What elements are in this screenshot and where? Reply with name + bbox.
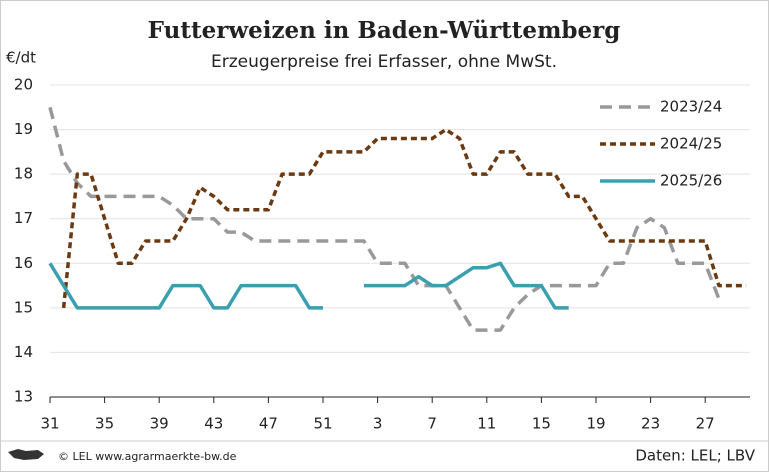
y-tick-label: 13 xyxy=(14,388,33,406)
x-tick-label: 35 xyxy=(95,415,114,433)
x-tick-label: 11 xyxy=(477,415,496,433)
x-tick-label: 19 xyxy=(586,415,605,433)
x-tick-label: 7 xyxy=(427,415,437,433)
legend-label: 2025/26 xyxy=(660,172,722,190)
x-tick-label: 23 xyxy=(641,415,660,433)
x-tick-label: 47 xyxy=(259,415,278,433)
chart-title: Futterweizen in Baden-Württemberg xyxy=(148,17,621,44)
y-tick-label: 14 xyxy=(14,343,33,361)
series-line xyxy=(48,106,721,332)
x-tick-label: 51 xyxy=(313,415,332,433)
y-tick-label: 20 xyxy=(14,76,33,94)
series-line xyxy=(61,127,747,309)
series-line xyxy=(48,261,569,310)
y-tick-label: 16 xyxy=(14,254,33,272)
x-tick-label: 3 xyxy=(373,415,383,433)
y-tick-label: 17 xyxy=(14,209,33,227)
legend-label: 2024/25 xyxy=(660,135,722,153)
x-tick-label: 27 xyxy=(696,415,715,433)
y-tick-label: 19 xyxy=(14,120,33,138)
y-tick-label: 18 xyxy=(14,165,33,183)
x-tick-label: 31 xyxy=(40,415,59,433)
source: Daten: LEL; LBV xyxy=(635,447,755,465)
y-tick-label: 15 xyxy=(14,298,33,316)
legend-label: 2023/24 xyxy=(660,98,722,116)
x-tick-label: 39 xyxy=(150,415,169,433)
x-tick-label: 43 xyxy=(204,415,223,433)
chart-subtitle: Erzeugerpreise frei Erfasser, ohne MwSt. xyxy=(211,52,557,72)
logo xyxy=(8,449,44,460)
y-axis-label: €/dt xyxy=(6,49,36,67)
x-tick-label: 15 xyxy=(532,415,551,433)
copyright: © LEL www.agrarmaerkte-bw.de xyxy=(58,450,237,463)
